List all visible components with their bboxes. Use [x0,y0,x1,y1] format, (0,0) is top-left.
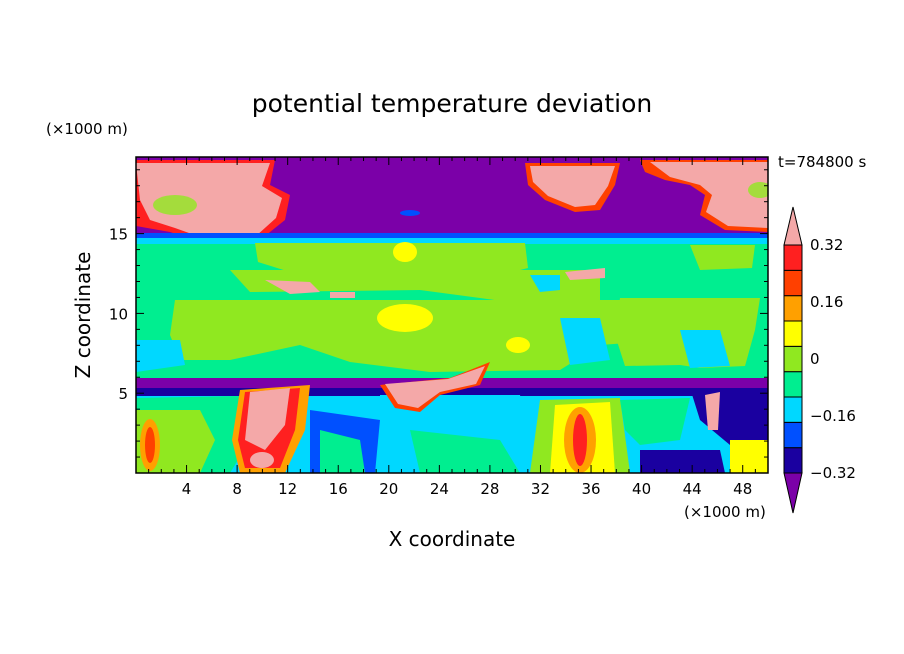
x-tick-label: 24 [430,480,449,498]
chart-title: potential temperature deviation [252,89,652,118]
x-tick-label: 40 [632,480,651,498]
y-tick-label: 5 [118,385,128,403]
colorbar-label: −0.16 [810,407,856,425]
x-tick-label: 44 [683,480,702,498]
x-tick-label: 12 [278,480,297,498]
x-tick-label: 16 [329,480,348,498]
colorbar-swatch [783,421,803,449]
x-unit-label: (×1000 m) [684,503,766,521]
x-tick-label: 48 [733,480,752,498]
colorbar-swatch [783,295,803,322]
colorbar-label: 0.16 [810,293,843,311]
colorbar-label: −0.32 [810,464,856,482]
colorbar-swatch [783,320,803,347]
x-tick-label: 20 [379,480,398,498]
colorbar-swatch [783,345,803,373]
colorbar-min-extension [783,472,803,514]
colorbar-swatch [783,396,803,423]
y-axis-label: Z coordinate [71,252,95,379]
x-axis-label: X coordinate [389,527,516,551]
colorbar-label: 0 [810,350,820,368]
time-label: t=784800 s [778,153,866,171]
x-tick-label: 28 [480,480,499,498]
x-axis: 4 8 12 16 20 24 28 32 36 40 44 48 [148,157,756,498]
x-tick-label: 36 [581,480,600,498]
y-unit-label: (×1000 m) [46,120,128,138]
colorbar-swatch [783,244,803,271]
colorbar: 0.32 0.16 0 −0.16 −0.32 [783,206,856,514]
heatmap-field [136,157,768,473]
colorbar-swatch [783,447,803,474]
colorbar-max-extension [783,206,803,246]
x-tick-label: 4 [182,480,192,498]
x-tick-label: 8 [232,480,242,498]
x-tick-label: 32 [531,480,550,498]
y-tick-label: 10 [109,305,128,323]
colorbar-swatch [783,371,803,398]
y-tick-label: 15 [109,226,128,244]
y-axis: 5 10 15 [109,169,768,458]
colorbar-label: 0.32 [810,236,843,254]
colorbar-swatch [783,269,803,297]
